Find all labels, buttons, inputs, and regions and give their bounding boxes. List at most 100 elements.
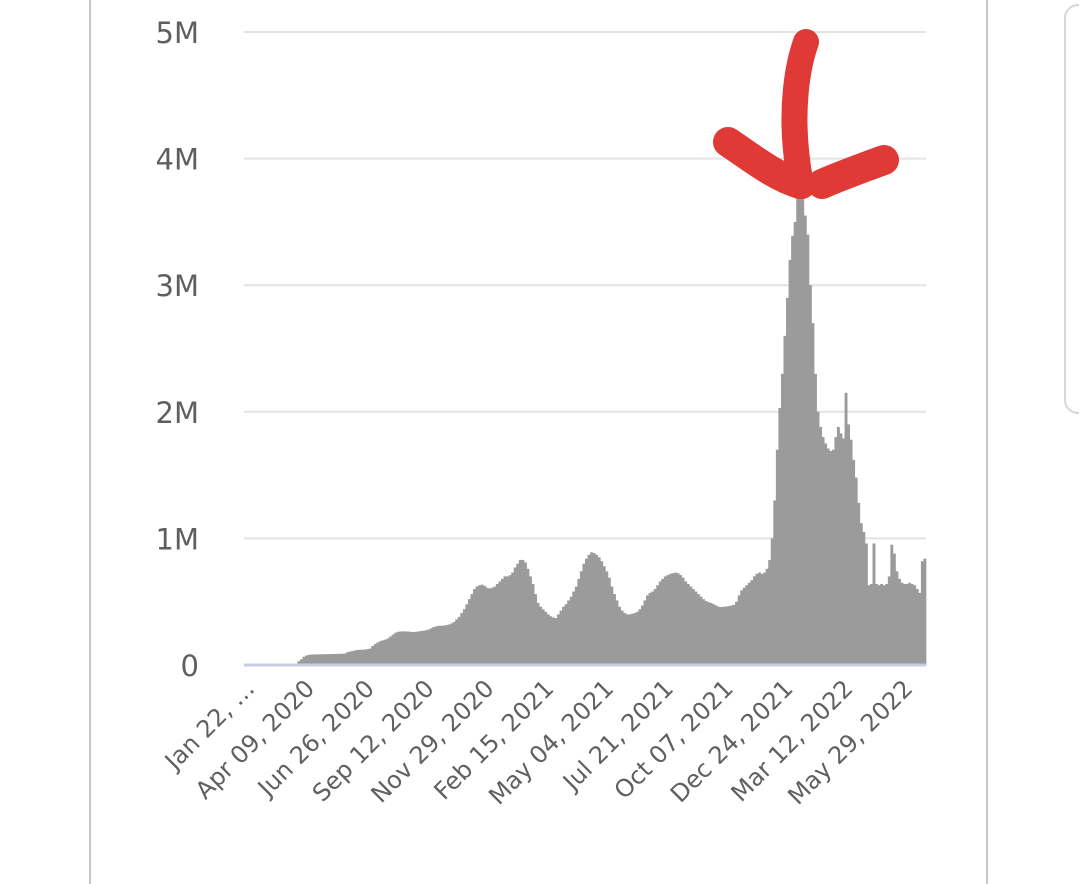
bar bbox=[345, 652, 349, 665]
bar bbox=[651, 591, 655, 665]
y-tick-label: 0 bbox=[181, 649, 199, 683]
bar bbox=[447, 624, 451, 665]
bar bbox=[867, 585, 871, 665]
bar bbox=[610, 586, 614, 665]
bar bbox=[439, 625, 443, 665]
bar bbox=[679, 575, 683, 665]
bar bbox=[714, 605, 718, 665]
bar bbox=[707, 602, 711, 665]
bar bbox=[857, 502, 861, 665]
bar bbox=[404, 631, 408, 665]
bar bbox=[694, 591, 698, 665]
bar bbox=[557, 614, 560, 665]
bar bbox=[811, 323, 815, 665]
bar bbox=[783, 335, 787, 665]
bar bbox=[630, 613, 634, 665]
bar bbox=[513, 567, 517, 665]
bar bbox=[434, 626, 438, 665]
bar bbox=[564, 604, 568, 665]
bar bbox=[870, 583, 873, 665]
bar bbox=[317, 654, 321, 665]
bar bbox=[366, 649, 370, 665]
bar bbox=[478, 585, 482, 665]
bar bbox=[470, 594, 474, 665]
bar bbox=[457, 616, 461, 665]
bar bbox=[900, 582, 904, 665]
bar bbox=[569, 596, 573, 665]
bar bbox=[592, 552, 596, 665]
bar bbox=[885, 583, 889, 665]
bar bbox=[752, 576, 756, 665]
bar bbox=[633, 613, 637, 665]
y-tick-label: 3M bbox=[156, 269, 199, 303]
bar bbox=[585, 558, 588, 665]
bar bbox=[305, 655, 308, 665]
bar bbox=[546, 614, 550, 665]
bar bbox=[880, 583, 884, 665]
bar bbox=[814, 373, 817, 665]
bar bbox=[473, 589, 476, 665]
bar bbox=[882, 585, 886, 665]
bar bbox=[923, 558, 927, 665]
bar bbox=[549, 616, 553, 665]
bar bbox=[903, 583, 906, 665]
bar bbox=[890, 544, 894, 665]
bar bbox=[577, 578, 581, 665]
bar bbox=[653, 589, 657, 665]
bar bbox=[531, 583, 535, 665]
bar bbox=[427, 629, 431, 665]
bar bbox=[536, 602, 540, 665]
bar bbox=[493, 586, 497, 665]
bar bbox=[740, 590, 744, 665]
bar bbox=[908, 582, 912, 665]
bar bbox=[689, 586, 693, 665]
bar bbox=[417, 631, 420, 665]
bar bbox=[618, 606, 621, 665]
bar bbox=[722, 606, 726, 665]
bar bbox=[302, 656, 306, 665]
bar bbox=[429, 628, 433, 665]
bar bbox=[483, 585, 487, 666]
bar bbox=[676, 573, 680, 665]
bar bbox=[712, 604, 716, 665]
bar bbox=[824, 443, 828, 665]
bar bbox=[671, 573, 675, 665]
bar bbox=[544, 611, 548, 665]
bar bbox=[663, 576, 667, 665]
bar bbox=[485, 587, 489, 665]
bar bbox=[381, 640, 385, 665]
bar bbox=[699, 596, 703, 665]
bar bbox=[338, 653, 342, 665]
bar bbox=[327, 654, 331, 665]
bar bbox=[480, 584, 484, 665]
bar bbox=[915, 589, 919, 665]
bar bbox=[554, 618, 558, 665]
y-tick-label: 2M bbox=[156, 396, 199, 430]
bar bbox=[803, 215, 807, 665]
bar bbox=[791, 235, 795, 665]
bar bbox=[562, 606, 565, 665]
y-axis-tick-labels: 0 1M 2M 3M 4M 5M bbox=[156, 16, 199, 683]
bar bbox=[595, 554, 599, 665]
bar bbox=[808, 285, 812, 665]
bar bbox=[315, 654, 319, 665]
bar bbox=[539, 606, 543, 665]
bar bbox=[872, 543, 876, 665]
bar bbox=[396, 631, 400, 665]
bar bbox=[704, 601, 708, 665]
bar bbox=[511, 572, 515, 665]
bar bbox=[406, 631, 410, 665]
bar bbox=[758, 572, 761, 665]
bar bbox=[437, 625, 441, 665]
bar bbox=[750, 580, 754, 665]
bar bbox=[839, 433, 843, 665]
bar bbox=[793, 221, 797, 665]
bars bbox=[297, 183, 927, 666]
bar bbox=[383, 639, 387, 665]
bar bbox=[620, 610, 624, 665]
bar bbox=[836, 426, 840, 665]
y-tick-label: 1M bbox=[156, 522, 199, 556]
bar bbox=[648, 592, 652, 665]
bar bbox=[892, 553, 896, 665]
bar bbox=[864, 543, 868, 665]
